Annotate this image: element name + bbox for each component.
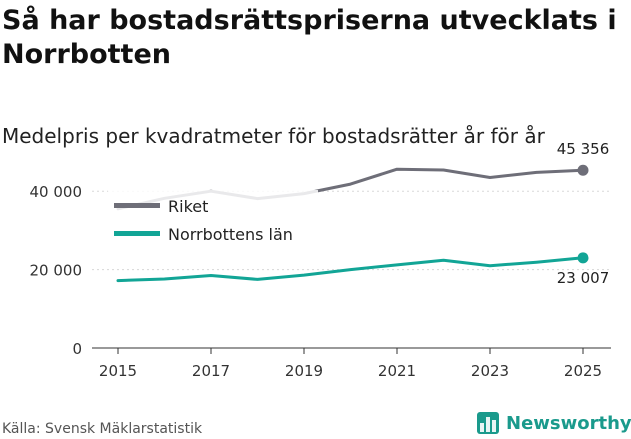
legend-background	[108, 190, 318, 246]
y-tick-label: 20 000	[30, 262, 83, 280]
x-tick-labels: 2015 2017 2019 2021 2023 2025	[99, 362, 602, 380]
legend-swatch-norrbotten	[114, 231, 160, 236]
chart-title: Så har bostadsrättspriserna utvecklats i…	[2, 5, 617, 70]
brand-name: Newsworthy	[506, 412, 631, 434]
source-note: Källa: Svensk Mäklarstatistik	[2, 421, 203, 437]
x-axis	[92, 347, 611, 354]
legend-swatch-riket	[114, 203, 160, 208]
y-tick-label: 0	[72, 340, 82, 358]
brand-logo: Newsworthy	[476, 410, 631, 436]
x-tick-label: 2023	[471, 362, 509, 380]
legend: Riket Norrbottens län	[108, 190, 318, 246]
legend-label-norrbotten: Norrbottens län	[168, 225, 293, 244]
y-tick-label: 40 000	[30, 183, 83, 201]
endpoint-marker	[577, 164, 589, 176]
series-line-norrbotten	[116, 256, 585, 283]
x-tick-label: 2025	[564, 362, 602, 380]
y-tick-labels: 0 20 000 40 000	[30, 183, 83, 358]
endpoint-value-label: 45 356	[557, 140, 610, 158]
chart-subtitle: Medelpris per kvadratmeter för bostadsrä…	[2, 124, 545, 148]
newsworthy-logo-icon	[477, 412, 499, 434]
x-tick-label: 2017	[192, 362, 230, 380]
x-tick-label: 2015	[99, 362, 137, 380]
endpoint-value-label: 23 007	[557, 269, 610, 287]
legend-label-riket: Riket	[168, 197, 208, 216]
x-tick-label: 2021	[378, 362, 416, 380]
endpoint-marker	[577, 252, 589, 264]
series-endpoints: 45 356 23 007	[557, 140, 610, 287]
x-tick-label: 2019	[285, 362, 323, 380]
line-chart: 2015 2017 2019 2021 2023 2025 0 20 000 40 000 R…	[30, 140, 611, 380]
